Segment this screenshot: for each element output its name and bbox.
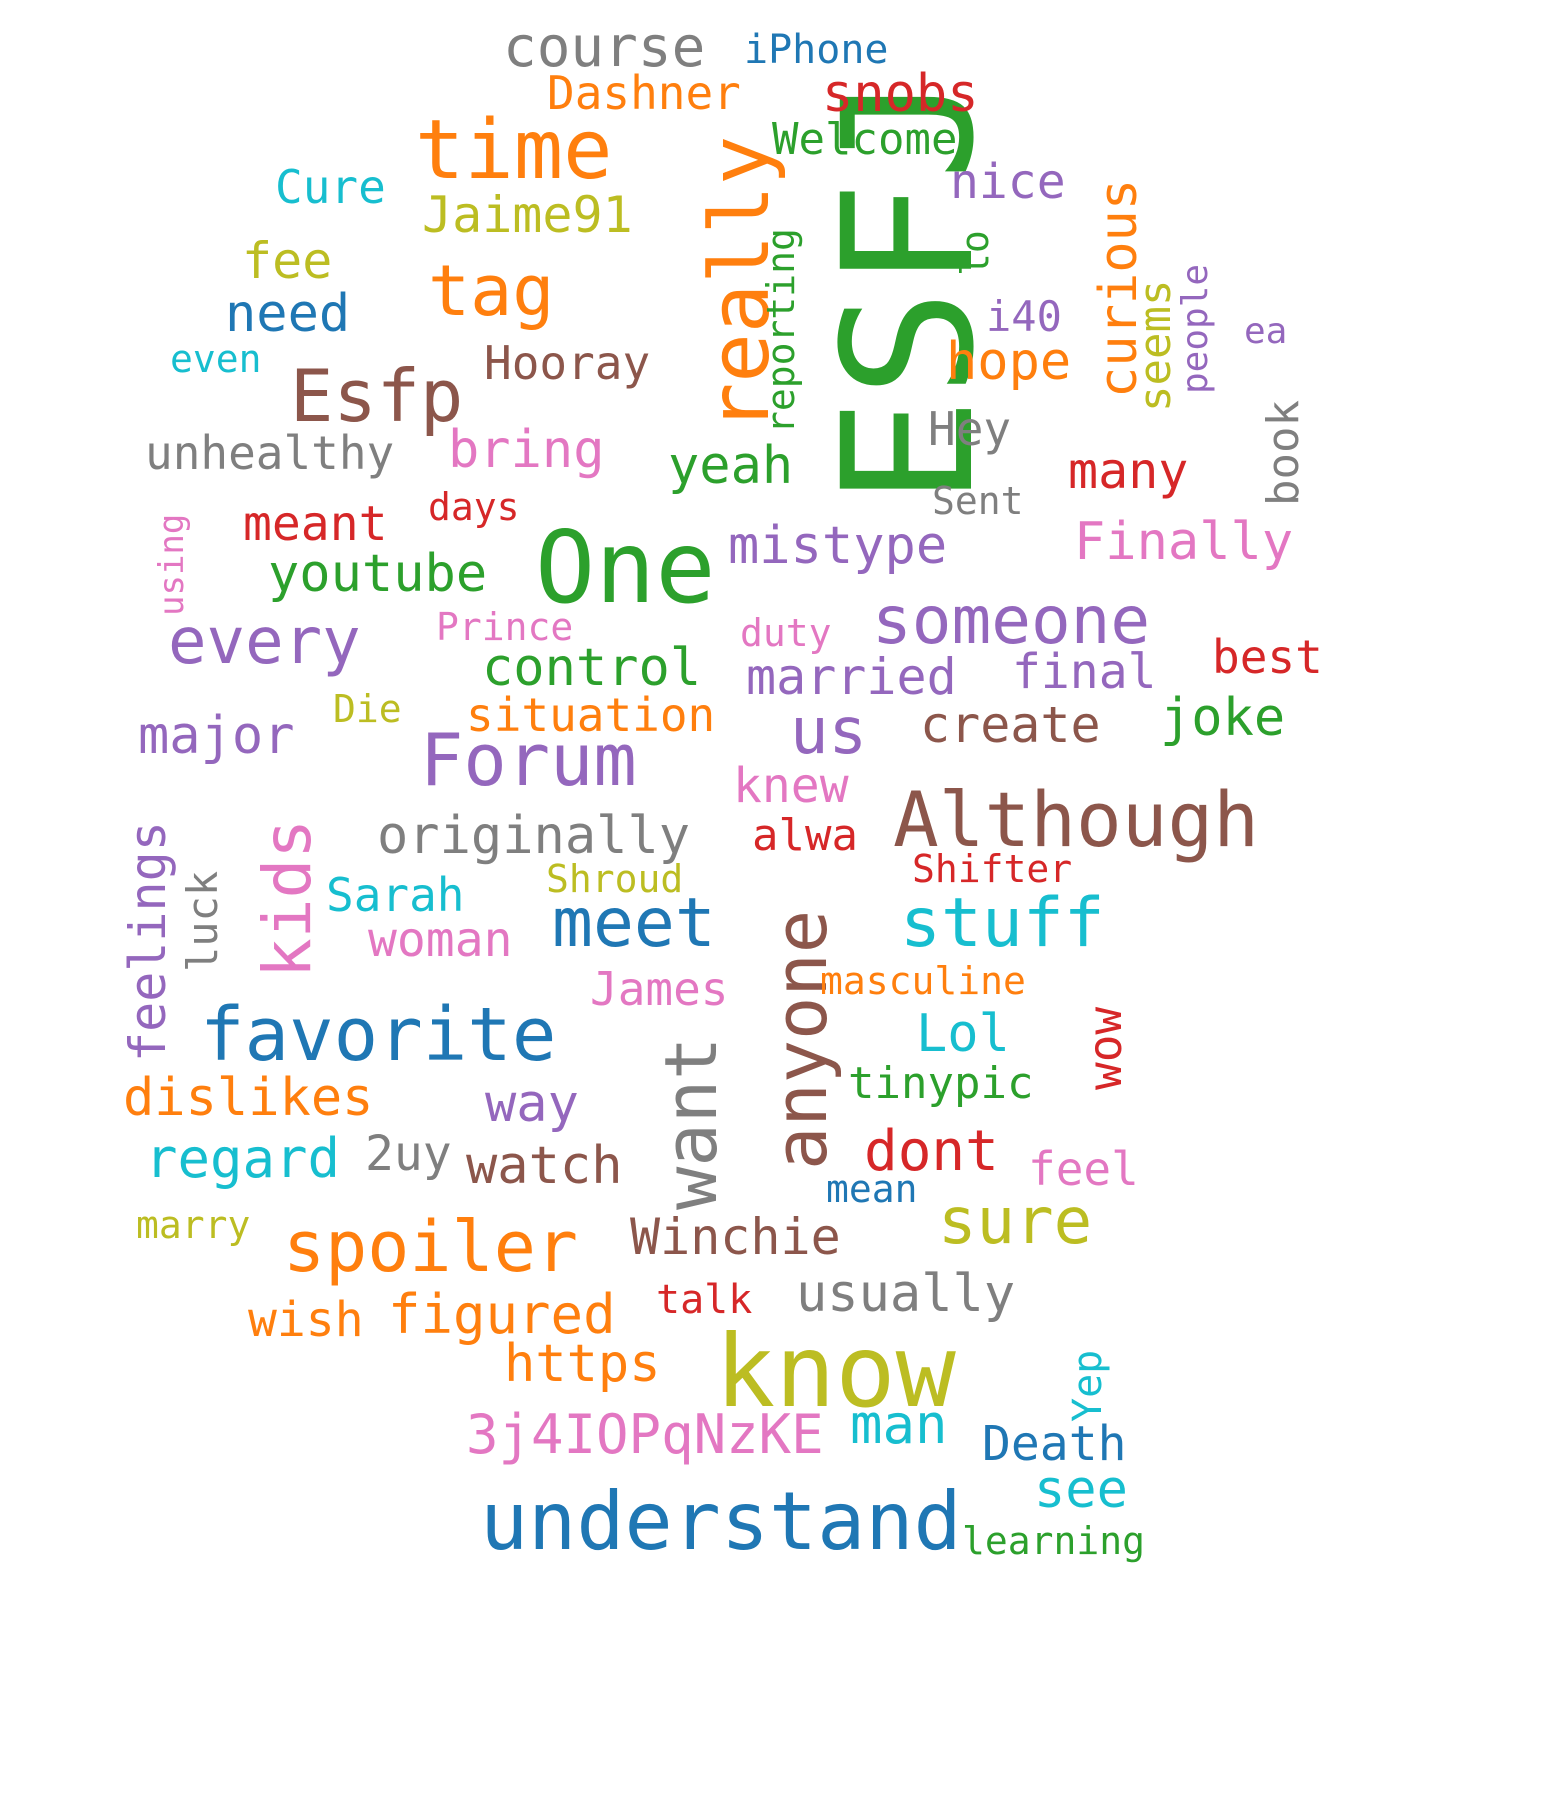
word-spoiler: spoiler	[283, 1206, 579, 1288]
word-usually: usually	[796, 1264, 1016, 1324]
word-watch: watch	[466, 1136, 623, 1196]
word-3j4iopqnzke: 3j4IOPqNzKE	[466, 1403, 824, 1466]
word-book: book	[1258, 400, 1309, 506]
word-sent: Sent	[932, 479, 1024, 523]
word-https: https	[504, 1334, 661, 1394]
word-best: best	[1212, 630, 1323, 684]
word-dislikes: dislikes	[123, 1068, 374, 1128]
word-dont: dont	[864, 1119, 999, 1184]
word-stuff: stuff	[900, 884, 1105, 963]
word-luck: luck	[178, 870, 227, 972]
word-lol: Lol	[916, 1004, 1010, 1064]
word-2uy: 2uy	[365, 1126, 452, 1182]
word-time: time	[415, 103, 613, 198]
word-using: using	[152, 513, 192, 616]
word-dashner: Dashner	[547, 66, 741, 120]
word-finally: Finally	[1074, 512, 1294, 572]
word-talk: talk	[656, 1277, 753, 1323]
word-control: control	[482, 638, 702, 698]
word-feel: feel	[1028, 1142, 1139, 1196]
word-anyone: anyone	[759, 909, 843, 1170]
word-wow: wow	[1078, 1006, 1132, 1090]
word-final: final	[1012, 644, 1157, 700]
word-feelings: feelings	[119, 821, 177, 1062]
word-mean: mean	[826, 1167, 918, 1211]
word-way: way	[485, 1074, 579, 1134]
word-course: course	[503, 15, 706, 80]
word-understand: understand	[480, 1475, 962, 1568]
word-married: married	[746, 648, 957, 706]
word-days: days	[428, 485, 520, 529]
word-create: create	[920, 696, 1101, 754]
word-people: people	[1175, 263, 1216, 394]
word-cure: Cure	[275, 160, 386, 214]
word-seems: seems	[1130, 279, 1181, 412]
word-nice: nice	[950, 154, 1066, 210]
word-fee: fee	[242, 232, 333, 290]
word-figured: figured	[388, 1283, 616, 1346]
word-duty: duty	[740, 611, 832, 655]
word-mistype: mistype	[728, 516, 948, 576]
word-knew: knew	[733, 758, 849, 814]
word-hope: hope	[946, 332, 1072, 392]
word-someone: someone	[872, 582, 1151, 659]
word-want: want	[649, 1036, 733, 1210]
word-alwa: alwa	[752, 810, 858, 861]
word-woman: woman	[368, 912, 513, 968]
word-one: One	[535, 509, 716, 626]
word-wish: wish	[248, 1292, 364, 1348]
word-us: us	[790, 695, 868, 769]
word-winchie: Winchie	[630, 1208, 841, 1266]
word-shroud: Shroud	[546, 857, 684, 901]
word-every: every	[168, 605, 361, 679]
word-ea: ea	[1244, 311, 1288, 352]
word-man: man	[850, 1393, 948, 1456]
word-lo: lo	[953, 230, 997, 276]
word-situation: situation	[466, 688, 716, 742]
word-marry: marry	[136, 1203, 251, 1247]
word-many: many	[1068, 442, 1189, 500]
word-tag: tag	[428, 250, 555, 332]
word-death: Death	[982, 1416, 1127, 1472]
word-yep: Yep	[1065, 1349, 1111, 1422]
word-hooray: Hooray	[484, 336, 651, 390]
word-welcome: Welcome	[772, 114, 958, 165]
word-originally: originally	[377, 806, 691, 866]
word-prince: Prince	[436, 605, 574, 649]
word-hey: Hey	[928, 402, 1012, 456]
word-meet: meet	[552, 884, 716, 963]
word-tinypic: tinypic	[848, 1058, 1034, 1109]
word-james: James	[590, 962, 729, 1016]
word-sure: sure	[938, 1185, 1093, 1259]
word-even: even	[170, 337, 262, 381]
word-know: know	[715, 1313, 956, 1430]
word-forum: Forum	[420, 718, 637, 802]
word-jaime91: Jaime91	[422, 186, 633, 244]
word-iphone: iPhone	[744, 27, 889, 73]
word-yeah: yeah	[668, 436, 794, 496]
word-snobs: snobs	[822, 64, 979, 124]
word-shifter: Shifter	[912, 847, 1073, 891]
word-sarah: Sarah	[326, 868, 465, 922]
word-regard: regard	[145, 1127, 341, 1190]
word-learning: learning	[962, 1519, 1146, 1563]
word-need: need	[225, 284, 351, 344]
word-masculine: masculine	[820, 959, 1026, 1003]
word-major: major	[138, 706, 295, 766]
word-see: see	[1034, 1460, 1128, 1520]
word-joke: joke	[1160, 688, 1286, 748]
word-favorite: favorite	[200, 992, 557, 1078]
word-meant: meant	[243, 496, 388, 552]
word-although: Although	[893, 775, 1260, 864]
word-unhealthy: unhealthy	[145, 426, 395, 480]
word-esfp: Esfp	[290, 354, 464, 438]
word-youtube: youtube	[268, 544, 488, 604]
word-i40: i40	[986, 292, 1062, 341]
word-die: Die	[333, 687, 402, 731]
word-reporting: reporting	[759, 228, 803, 434]
word-bring: bring	[448, 420, 605, 480]
word-kids: kids	[249, 819, 326, 978]
